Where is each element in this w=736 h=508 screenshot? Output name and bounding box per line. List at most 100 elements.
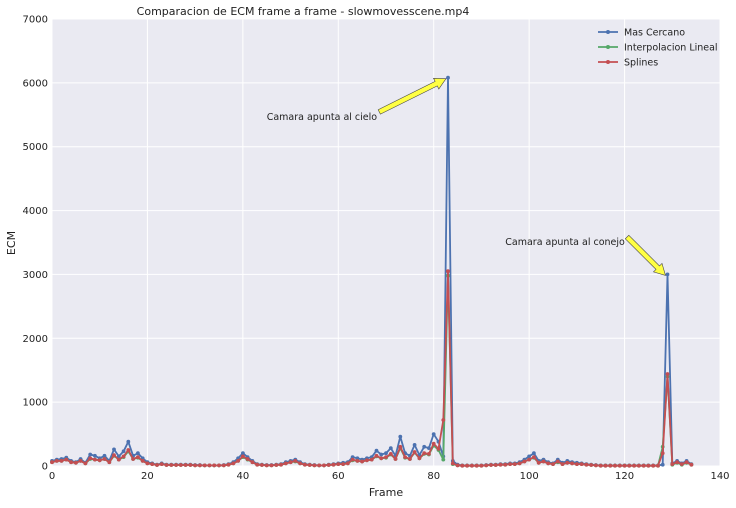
data-point bbox=[136, 455, 140, 459]
data-point bbox=[221, 463, 226, 468]
data-point bbox=[93, 453, 97, 458]
data-point bbox=[293, 459, 298, 463]
x-tick-label: 100 bbox=[520, 471, 539, 482]
data-point bbox=[283, 461, 288, 466]
data-point bbox=[527, 457, 531, 462]
data-point bbox=[174, 463, 179, 467]
data-point bbox=[374, 453, 379, 458]
annotation-layer: Camara apunta al cielo Camara apunta al c… bbox=[267, 77, 666, 276]
x-tick-label: 60 bbox=[332, 471, 345, 482]
data-point bbox=[398, 434, 403, 439]
data-point bbox=[303, 462, 307, 467]
data-point bbox=[245, 457, 250, 461]
data-point bbox=[83, 461, 88, 466]
data-point bbox=[431, 432, 436, 436]
data-point bbox=[632, 463, 636, 468]
data-point bbox=[536, 460, 541, 465]
legend-marker bbox=[606, 60, 610, 64]
legend-marker bbox=[606, 30, 610, 34]
data-point bbox=[508, 462, 512, 466]
y-tick-label: 0 bbox=[42, 462, 48, 473]
data-point bbox=[317, 463, 322, 468]
data-point bbox=[551, 462, 555, 466]
data-point bbox=[479, 463, 484, 468]
data-point bbox=[250, 460, 255, 465]
data-point bbox=[460, 463, 465, 468]
data-point bbox=[74, 460, 78, 465]
data-point bbox=[651, 463, 656, 468]
data-point bbox=[579, 462, 584, 466]
data-point bbox=[489, 463, 493, 467]
annotation-label: Camara apunta al cielo bbox=[267, 112, 378, 123]
data-point bbox=[121, 454, 126, 459]
data-point bbox=[336, 462, 341, 466]
data-point bbox=[589, 463, 594, 467]
data-point bbox=[112, 447, 116, 452]
y-axis-ticks: 0 1000 2000 3000 4000 5000 6000 7000 bbox=[23, 15, 48, 473]
data-point bbox=[465, 463, 469, 468]
data-point bbox=[455, 463, 460, 468]
data-point bbox=[116, 454, 121, 459]
data-point bbox=[97, 458, 102, 463]
x-tick-label: 120 bbox=[615, 471, 634, 482]
legend-item: Splines bbox=[598, 58, 658, 69]
data-point bbox=[474, 463, 479, 468]
x-axis-ticks: 0 20 40 60 80 100 120 140 bbox=[49, 471, 730, 482]
y-tick-label: 1000 bbox=[23, 398, 48, 409]
data-point bbox=[59, 459, 64, 463]
x-tick-label: 0 bbox=[49, 471, 55, 482]
data-point bbox=[532, 451, 536, 456]
data-point bbox=[384, 455, 388, 459]
annotation-label: Camara apunta al conejo bbox=[505, 237, 625, 248]
data-point bbox=[345, 461, 350, 466]
data-point bbox=[484, 463, 489, 468]
data-point bbox=[369, 457, 374, 462]
data-point bbox=[112, 453, 116, 457]
data-point bbox=[379, 456, 384, 461]
data-point bbox=[121, 449, 126, 454]
data-point bbox=[274, 463, 279, 467]
data-point bbox=[212, 463, 217, 468]
series-layer bbox=[50, 75, 694, 468]
data-point bbox=[231, 461, 236, 466]
data-point bbox=[660, 462, 665, 467]
data-point bbox=[689, 462, 694, 467]
legend-label: Mas Cercano bbox=[624, 28, 685, 39]
data-point bbox=[355, 456, 360, 461]
data-point bbox=[470, 463, 474, 468]
data-point bbox=[665, 272, 670, 277]
data-point bbox=[126, 439, 131, 444]
chart-title: Comparacion de ECM frame a frame - slowm… bbox=[137, 5, 470, 18]
data-point bbox=[560, 462, 565, 466]
data-point bbox=[102, 453, 107, 458]
data-point bbox=[178, 463, 183, 467]
data-point bbox=[493, 463, 498, 467]
data-point bbox=[656, 463, 660, 468]
data-point bbox=[527, 454, 531, 459]
data-point bbox=[598, 463, 603, 468]
data-point bbox=[679, 462, 684, 466]
data-point bbox=[546, 461, 551, 466]
data-point bbox=[164, 463, 169, 467]
data-point bbox=[427, 452, 431, 456]
data-point bbox=[155, 463, 159, 467]
data-point bbox=[50, 460, 54, 465]
data-point bbox=[412, 443, 417, 447]
data-point bbox=[150, 462, 155, 466]
series-2 bbox=[50, 269, 694, 468]
x-axis-label: Frame bbox=[369, 486, 404, 499]
data-point bbox=[584, 462, 589, 467]
data-point bbox=[169, 463, 174, 467]
legend: Mas Cercano Interpolacion Lineal Splines bbox=[598, 28, 718, 69]
data-point bbox=[594, 463, 598, 468]
data-point bbox=[183, 463, 188, 467]
data-point bbox=[264, 463, 269, 468]
data-point bbox=[236, 459, 241, 463]
data-point bbox=[608, 463, 613, 468]
data-point bbox=[384, 451, 388, 456]
data-point bbox=[436, 446, 441, 451]
data-point bbox=[503, 462, 508, 467]
data-point bbox=[226, 462, 231, 467]
data-point bbox=[365, 458, 369, 463]
